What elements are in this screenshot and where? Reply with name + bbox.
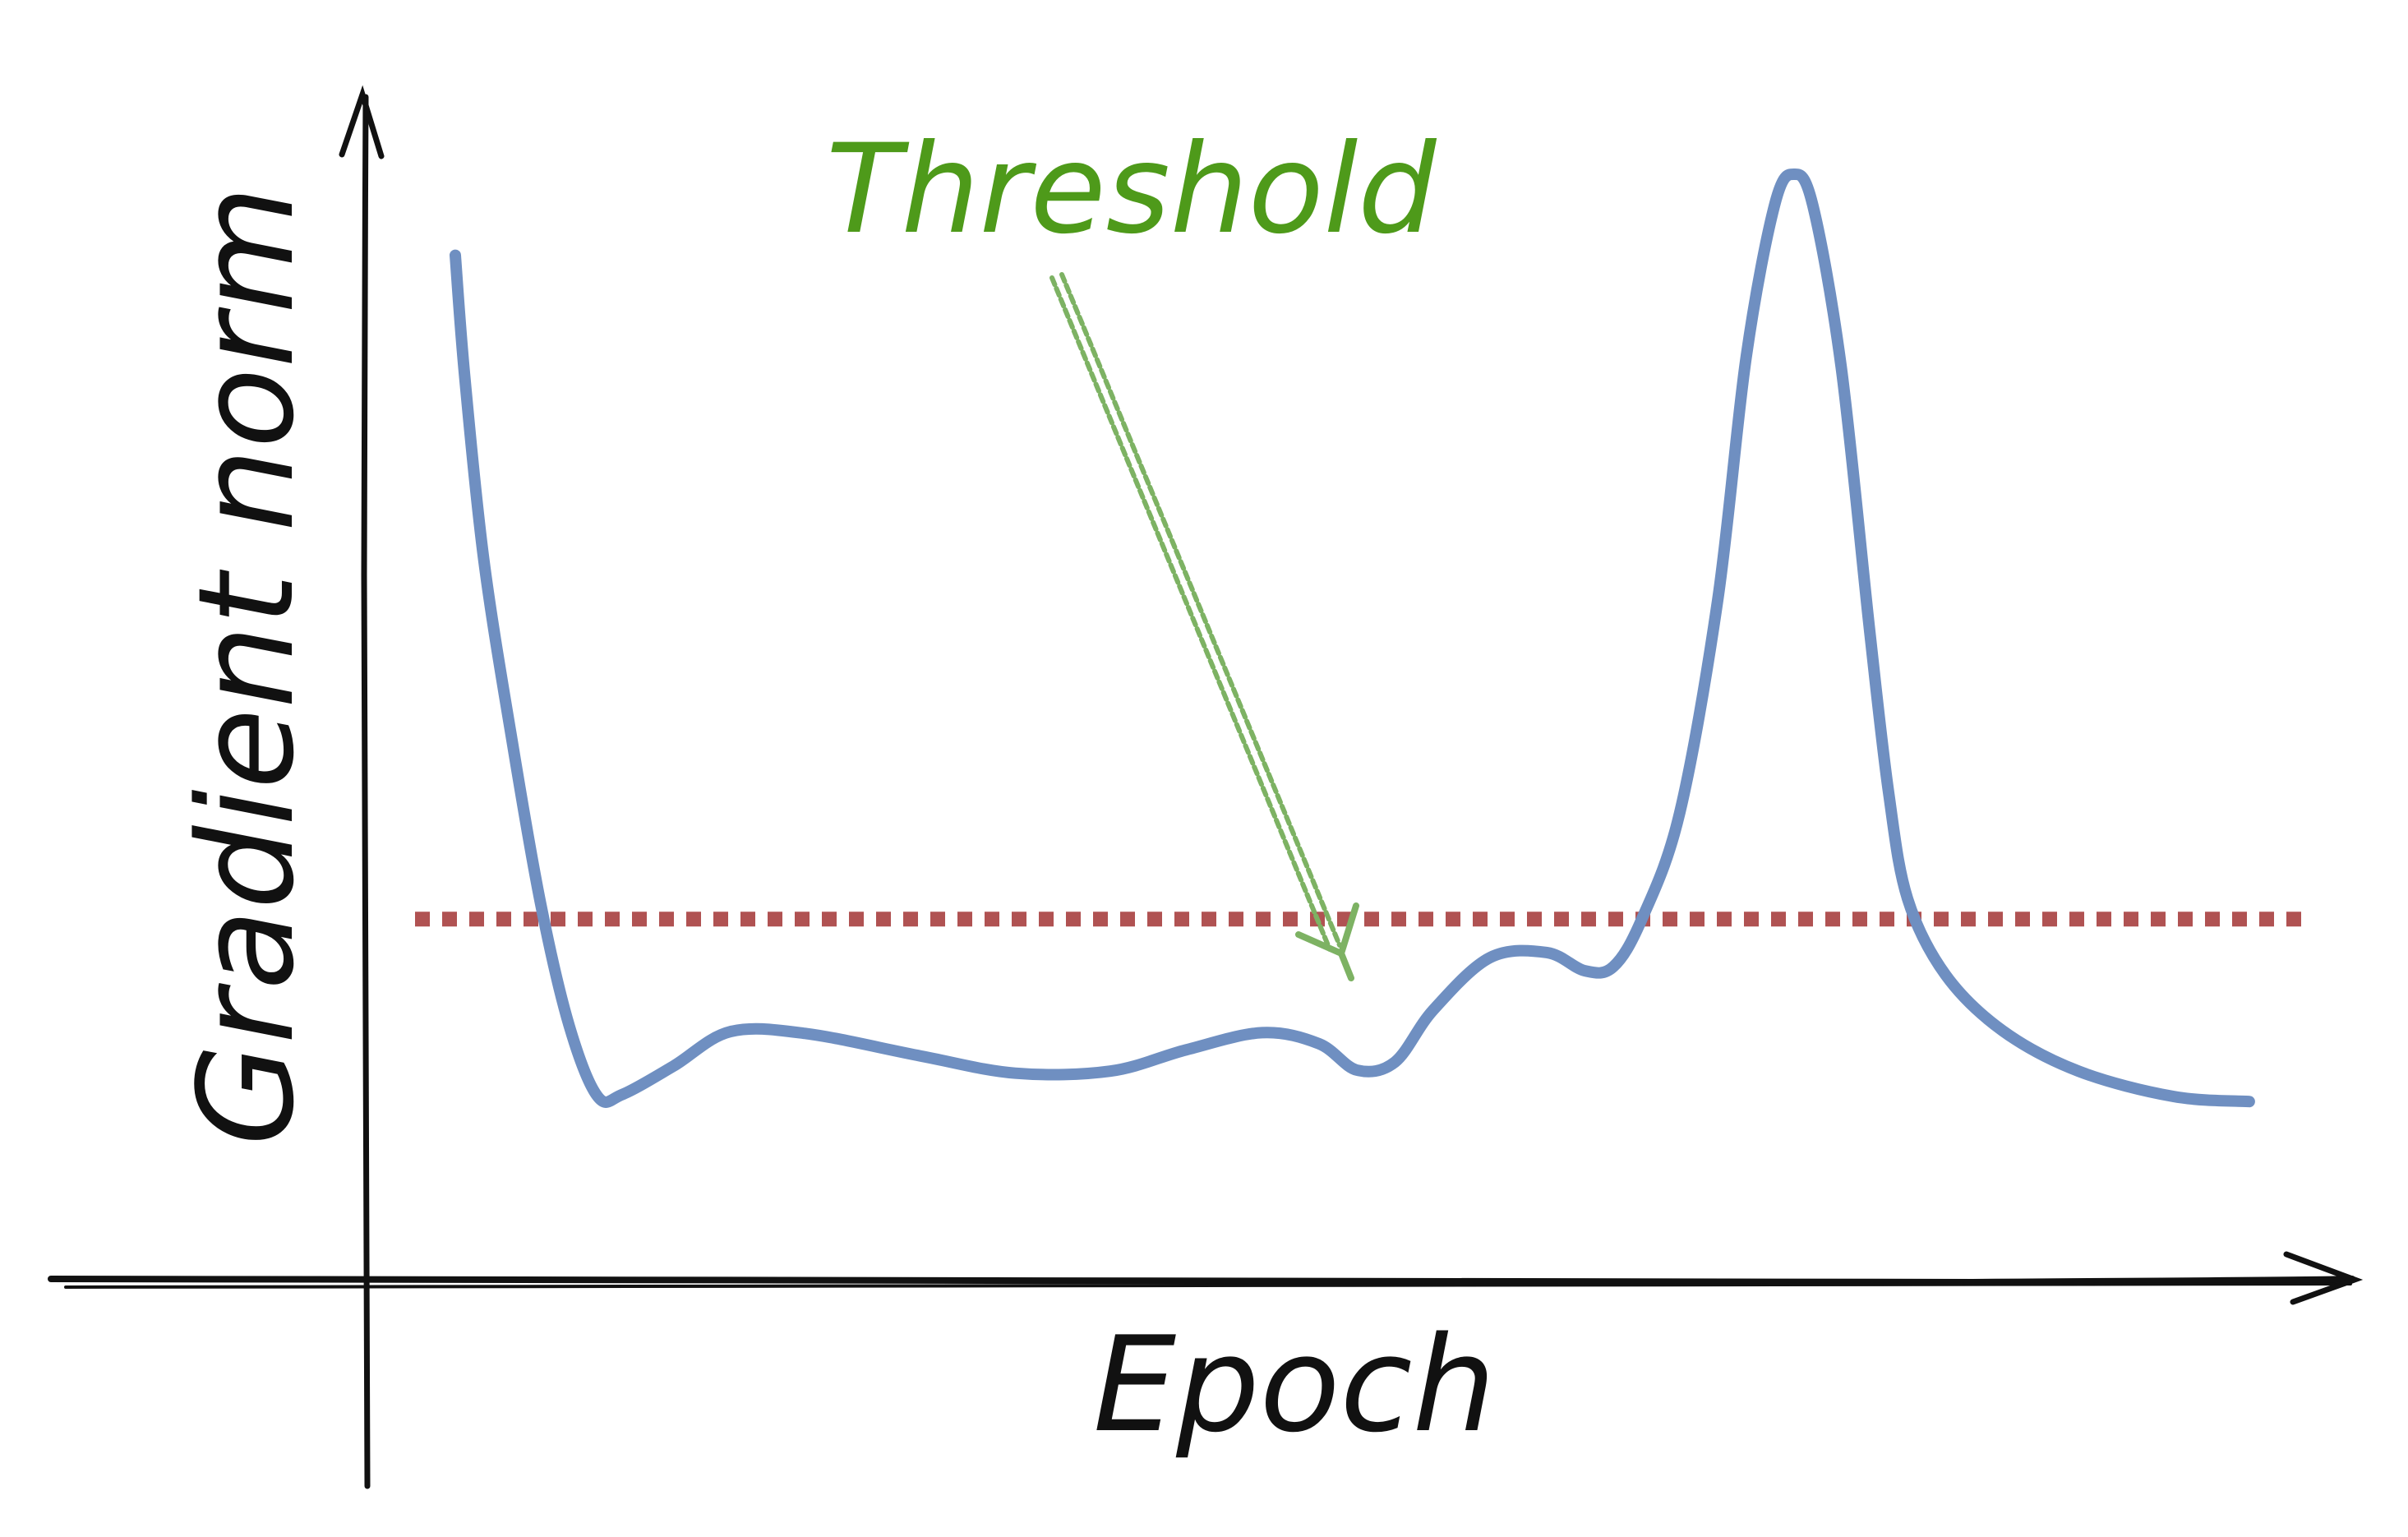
series-gradient-norm-line bbox=[450, 168, 2255, 1108]
threshold-arrow-shaft-2 bbox=[1059, 272, 1342, 948]
y-axis-label: Gradient norm bbox=[169, 186, 323, 1146]
threshold-arrow-shaft bbox=[1049, 275, 1332, 952]
x-axis-arrowhead bbox=[2283, 1251, 2364, 1305]
y-axis-arrowhead bbox=[339, 85, 385, 159]
x-axis-label: Epoch bbox=[1093, 1308, 1496, 1461]
threshold-label: Threshold bbox=[826, 118, 1437, 261]
y-axis bbox=[361, 94, 371, 1489]
axes bbox=[48, 85, 2364, 1489]
threshold-arrow bbox=[1049, 272, 1359, 981]
threshold-arrow-head bbox=[1295, 902, 1359, 981]
x-axis-stroke-2 bbox=[64, 1282, 2352, 1291]
